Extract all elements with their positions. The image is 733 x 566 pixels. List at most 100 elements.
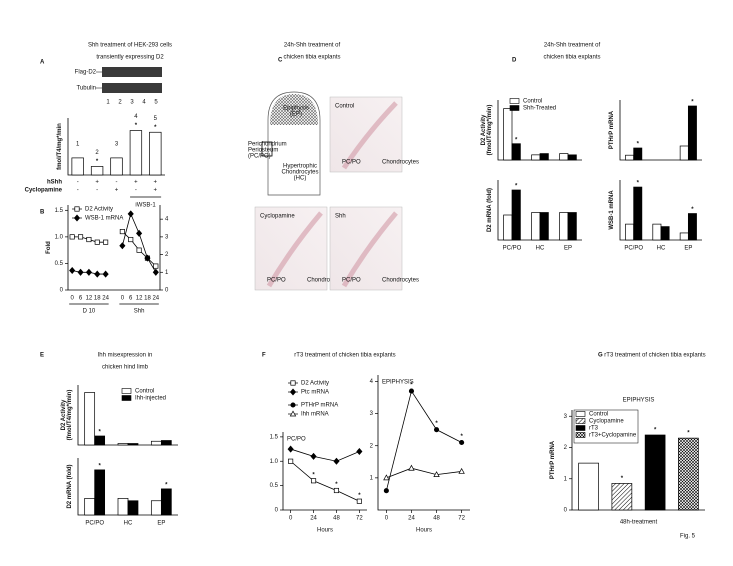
y-tick-label: 0.5 — [55, 261, 64, 267]
condition-mark: + — [115, 188, 119, 194]
y-tick-label: 3 — [165, 234, 169, 240]
y-axis-label: D2 Activity(fmol/T4/mg*/min) — [61, 390, 73, 441]
image-label: PC/PO — [342, 160, 361, 166]
significance-mark: * — [358, 493, 361, 499]
panel-label: F — [262, 353, 266, 359]
y-axis-label-line: PTHrP mRNA — [609, 110, 615, 149]
panel-title: chicken tibia explants — [283, 55, 340, 61]
condition-mark: - — [77, 180, 79, 186]
schematic-label: (EP) — [290, 112, 302, 118]
significance-mark: * — [687, 431, 690, 437]
significance-mark: * — [637, 142, 640, 148]
y-axis-label: fmol/T4/mg*/min — [57, 123, 63, 170]
x-tick-label: 0 — [385, 516, 389, 522]
category-label: 0 — [71, 296, 75, 302]
panel-label: G — [598, 353, 603, 359]
category-label: HC — [124, 521, 133, 527]
x-tick-label: 48 — [433, 516, 440, 522]
significance-mark: * — [515, 184, 518, 190]
bar — [149, 131, 162, 176]
schematic-label: Periosteum — [248, 148, 278, 154]
condition-name: hShh — [47, 180, 62, 186]
x-tick-label: 24 — [310, 516, 317, 522]
bar — [567, 154, 577, 161]
group-label: iWSB-1 — [135, 203, 156, 209]
x-tick-label: 72 — [458, 516, 465, 522]
category-label: 0 — [121, 296, 125, 302]
image-title: Shh — [335, 214, 346, 220]
axis-line — [619, 100, 702, 161]
marker — [433, 427, 440, 433]
x-tick-label: 72 — [356, 516, 363, 522]
category-label: HC — [536, 246, 545, 252]
bar — [679, 145, 689, 161]
legend-label: D2 Activity — [85, 207, 113, 213]
bar — [84, 392, 96, 446]
lane-number: 2 — [118, 100, 122, 106]
group-label: Shh — [134, 309, 145, 315]
category-label: PC/PO — [503, 246, 522, 252]
x-tick-label: 48 — [333, 516, 340, 522]
legend-label: Ihh mRNA — [301, 412, 329, 418]
y-tick-label: 1.0 — [55, 234, 64, 240]
bar — [160, 440, 172, 446]
pcpo-box — [261, 141, 273, 157]
y-tick-label: 1 — [564, 476, 568, 482]
bar — [539, 212, 549, 241]
blot-band — [102, 67, 162, 77]
lane-number: 3 — [130, 100, 134, 106]
y-tick-label: 4 — [165, 217, 169, 223]
condition-mark: + — [134, 180, 138, 186]
marker — [136, 247, 142, 253]
category-label: 12 — [136, 296, 143, 302]
legend-label: Ihh-injected — [135, 396, 166, 402]
legend-label: Shh-Treated — [523, 106, 556, 112]
y-tick-label: 1.5 — [55, 208, 64, 214]
bar — [633, 147, 643, 161]
schematic-label: Perichondrium — [248, 142, 287, 148]
bar — [117, 443, 129, 446]
bar — [90, 166, 104, 176]
legend-swatch — [509, 98, 520, 104]
condition-mark: + — [154, 188, 158, 194]
bar — [559, 153, 569, 161]
category-label: 12 — [86, 296, 93, 302]
bar — [611, 483, 633, 511]
marker — [69, 234, 75, 240]
marker — [290, 402, 296, 408]
marker — [102, 270, 109, 278]
significance-mark: * — [96, 159, 99, 165]
marker — [152, 268, 159, 276]
y-tick-label: 0 — [165, 288, 169, 294]
panel-title: transiently expressing D2 — [96, 55, 164, 61]
y-axis-label: D2 mRNA (fold) — [487, 188, 493, 232]
axis-line — [497, 100, 582, 161]
marker — [94, 270, 101, 278]
y-tick-label: 3 — [564, 414, 568, 420]
schematic-label: Chondrocytes — [281, 170, 318, 176]
legend-swatch — [121, 395, 132, 401]
series-line — [385, 390, 462, 491]
bar — [511, 143, 521, 161]
significance-mark: * — [98, 463, 101, 469]
y-axis-label: PTHrP mRNA — [550, 440, 556, 479]
panel-title: Ihh misexpression in — [98, 353, 153, 359]
bar — [539, 153, 549, 161]
significance-mark: * — [335, 482, 338, 488]
category-label: 3 — [115, 141, 119, 147]
bar — [127, 443, 139, 446]
bar — [503, 108, 513, 161]
marker — [94, 239, 100, 245]
y-axis-label-line: WSB-1 mRNA — [609, 190, 615, 230]
category-label: 4 — [134, 114, 138, 120]
marker — [310, 478, 317, 484]
significance-mark: * — [435, 421, 438, 427]
panel-title: Shh treatment of HEK-293 cells — [88, 43, 172, 49]
axis-line — [77, 458, 178, 516]
marker — [153, 263, 159, 269]
panel-title: rT3 treatment of chicken tibia explants — [604, 353, 705, 359]
significance-mark: * — [691, 100, 694, 106]
bar — [652, 223, 662, 241]
y-tick-label: 0 — [564, 508, 568, 514]
y-axis-label-line: (fmol/T4/mg*/min) — [487, 105, 493, 156]
